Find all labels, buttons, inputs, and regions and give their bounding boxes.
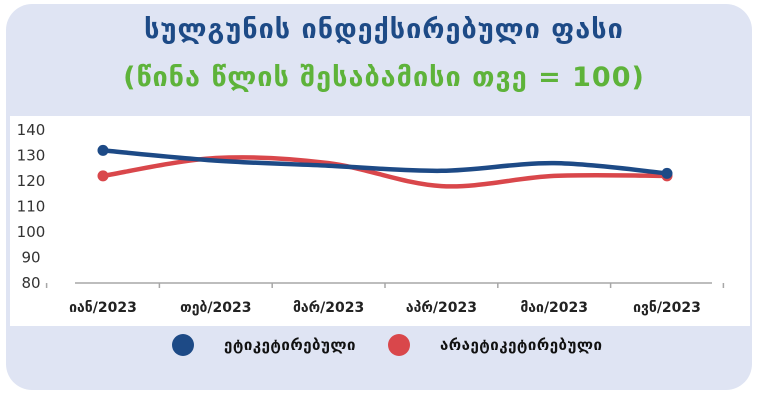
x-tick-label: თებ/2023	[180, 300, 251, 316]
y-tick-label: 90	[21, 249, 40, 267]
legend-item-unlabeled: არაეტიკეტირებული	[388, 334, 602, 356]
y-tick-label: 100	[17, 223, 46, 241]
data-point-labeled	[97, 144, 109, 156]
data-point-unlabeled	[97, 170, 109, 182]
y-tick-label: 130	[17, 147, 46, 165]
x-tick-label: იან/2023	[69, 300, 137, 316]
y-tick-label: 110	[17, 198, 46, 216]
y-tick-label: 80	[21, 274, 40, 292]
legend-item-labeled: ეტიკეტირებული	[172, 334, 356, 356]
x-tick-label: მარ/2023	[293, 300, 364, 316]
x-tick-label: ივნ/2023	[633, 300, 701, 316]
legend-label-labeled: ეტიკეტირებული	[224, 336, 356, 354]
series-line-labeled	[100, 148, 670, 176]
x-tick-label: აპრ/2023	[406, 300, 477, 316]
y-tick-label: 120	[17, 172, 46, 190]
chart-title: სულგუნის ინდექსირებული ფასი	[144, 14, 624, 45]
legend-marker-unlabeled	[388, 334, 410, 356]
legend-label-unlabeled: არაეტიკეტირებული	[440, 336, 603, 354]
x-tick-label: მაი/2023	[520, 300, 588, 316]
legend-marker-labeled	[172, 334, 194, 356]
y-tick-label: 140	[17, 121, 46, 139]
plot-area	[10, 116, 750, 326]
data-point-labeled	[661, 167, 673, 179]
chart-legend: ეტიკეტირებული არაეტიკეტირებული	[0, 334, 768, 364]
chart-subtitle: (წინა წლის შესაბამისი თვე = 100)	[123, 62, 645, 93]
